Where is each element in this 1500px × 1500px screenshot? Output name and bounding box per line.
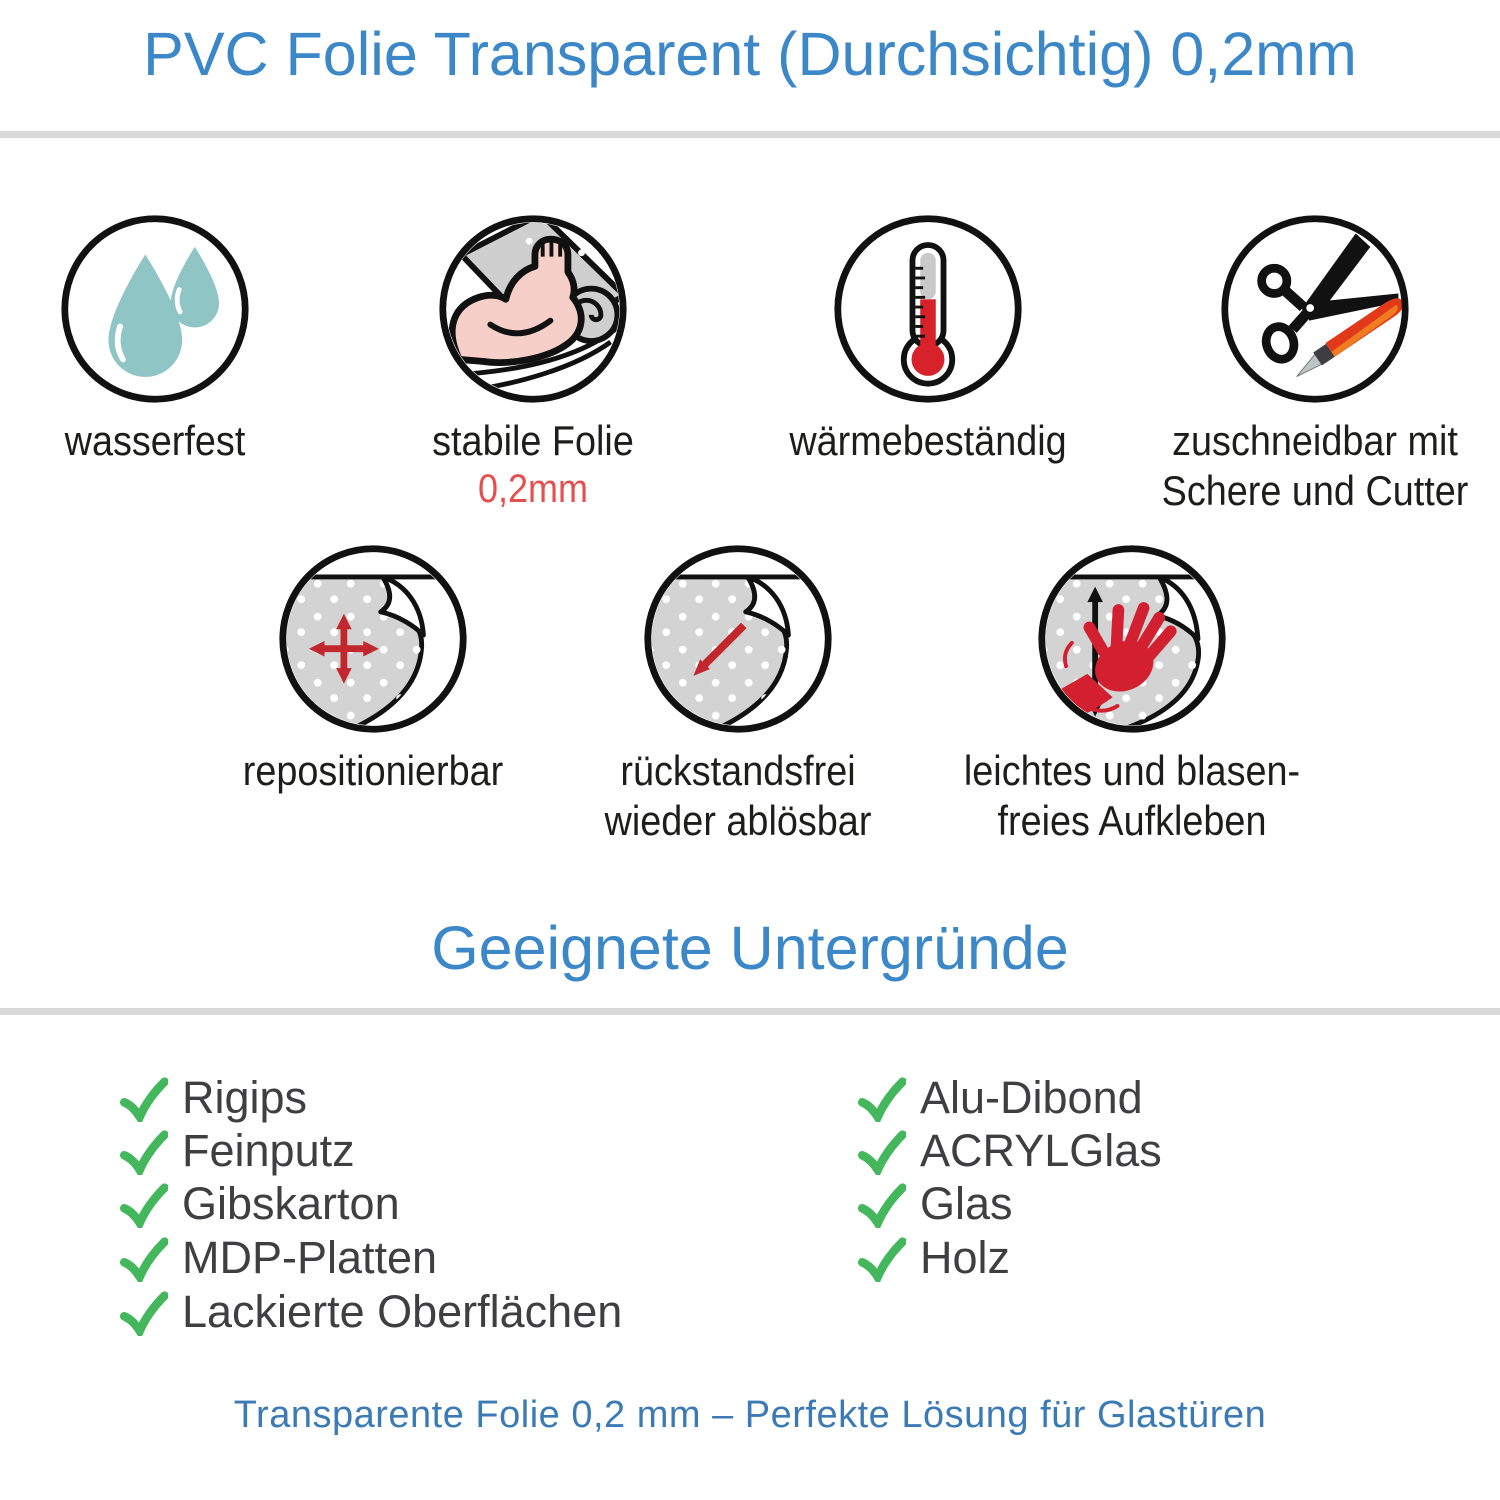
substrate-item: Glas [858, 1177, 1013, 1231]
feature-label: wärmebeständig [789, 417, 1067, 464]
substrate-item: Alu-Dibond [858, 1071, 1143, 1125]
feature-thickness-label: 0,2mm [477, 467, 589, 511]
feature-label: zuschneidbar mit Schere und Cutter [1161, 417, 1469, 514]
substrate-label: ACRYLGlas [920, 1125, 1162, 1176]
page-title: PVC Folie Transparent (Durchsichtig) 0,2… [143, 20, 1357, 88]
check-icon [120, 1077, 168, 1122]
substrate-label: Feinputz [182, 1125, 355, 1176]
check-icon [858, 1183, 906, 1228]
substrate-item: Gibskarton [120, 1177, 400, 1231]
muscle-arm-foil-roll-icon [439, 215, 627, 403]
substrate-item: Holz [858, 1231, 1010, 1285]
substrate-label: Alu-Dibond [920, 1072, 1143, 1123]
substrate-item: Feinputz [120, 1124, 355, 1178]
feature-residue-free: rückstandsfrei wieder ablösbar [538, 542, 938, 846]
scissors-and-cutter-icon [1221, 215, 1409, 403]
hand-smoothing-foil-icon [1038, 545, 1226, 733]
thermometer-icon [834, 215, 1022, 403]
substrate-label: Lackierte Oberflächen [182, 1286, 623, 1337]
feature-label: stabile Folie [432, 417, 634, 464]
divider-mid [0, 1008, 1500, 1015]
substrate-item: Lackierte Oberflächen [120, 1285, 622, 1339]
check-icon [120, 1237, 168, 1282]
feature-label: leichtes und blasen- freies Aufkleben [963, 747, 1301, 844]
feature-heat-resistant: wärmebeständig [728, 212, 1128, 466]
substrate-label: Rigips [182, 1072, 308, 1123]
divider-top [0, 131, 1500, 138]
feature-label: repositionierbar [242, 747, 504, 794]
substrate-label: Glas [920, 1178, 1013, 1229]
feature-bubble-free: leichtes und blasen- freies Aufkleben [932, 542, 1332, 846]
feature-cuttable: zuschneidbar mit Schere und Cutter [1115, 212, 1500, 516]
substrate-label: Gibskarton [182, 1178, 400, 1229]
check-icon [120, 1130, 168, 1175]
check-icon [858, 1077, 906, 1122]
substrates-title: Geeignete Untergründe [431, 914, 1069, 982]
foil-peel-arrow-icon [644, 545, 832, 733]
feature-stable-foil: stabile Folie 0,2mm [333, 212, 733, 512]
feature-repositionable: repositionierbar [173, 542, 573, 796]
feature-label: rückstandsfrei wieder ablösbar [604, 747, 872, 844]
check-icon [120, 1291, 168, 1336]
substrate-item: ACRYLGlas [858, 1124, 1162, 1178]
substrate-label: MDP-Platten [182, 1232, 438, 1283]
check-icon [858, 1237, 906, 1282]
foil-move-arrows-icon [279, 545, 467, 733]
feature-waterproof: wasserfest [0, 212, 355, 466]
water-drops-icon [61, 215, 249, 403]
substrate-item: Rigips [120, 1071, 307, 1125]
check-icon [858, 1130, 906, 1175]
feature-label: wasserfest [64, 417, 246, 464]
substrate-label: Holz [920, 1232, 1011, 1283]
check-icon [120, 1183, 168, 1228]
footer-tagline: Transparente Folie 0,2 mm – Perfekte Lös… [233, 1394, 1267, 1436]
substrate-item: MDP-Platten [120, 1231, 437, 1285]
